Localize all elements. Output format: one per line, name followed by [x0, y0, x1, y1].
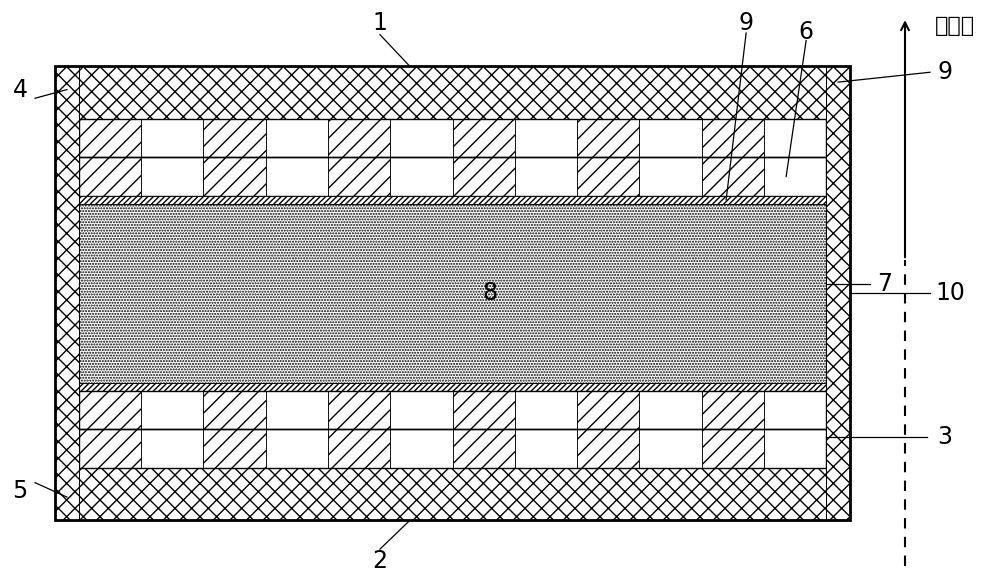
Bar [764, 118, 826, 157]
Text: 对称轴: 对称轴 [935, 16, 975, 36]
Bar [79, 204, 826, 383]
Bar [826, 66, 850, 520]
Bar [79, 391, 826, 429]
Bar [702, 429, 764, 468]
Bar [79, 429, 826, 468]
Bar [639, 118, 702, 157]
Bar [452, 157, 515, 196]
Bar [639, 157, 702, 196]
Bar [141, 157, 203, 196]
Bar [328, 429, 390, 468]
Bar [79, 118, 826, 157]
Text: 3: 3 [938, 425, 953, 449]
Bar [702, 391, 764, 429]
Bar [266, 429, 328, 468]
Bar [328, 118, 390, 157]
Bar [203, 157, 266, 196]
Bar [266, 157, 328, 196]
Bar [55, 468, 850, 520]
Bar [79, 196, 826, 204]
Bar [203, 429, 266, 468]
Text: 2: 2 [372, 549, 388, 573]
Bar [764, 391, 826, 429]
Bar [141, 429, 203, 468]
Bar [266, 118, 328, 157]
Bar [764, 429, 826, 468]
Bar [203, 391, 266, 429]
Bar [79, 157, 826, 196]
Text: 1: 1 [373, 11, 387, 35]
Bar [266, 391, 328, 429]
Bar [79, 157, 141, 196]
Bar [515, 391, 577, 429]
Bar [328, 391, 390, 429]
Bar [79, 383, 826, 391]
Text: 7: 7 [878, 272, 893, 297]
Text: 5: 5 [12, 479, 28, 503]
Bar [452, 391, 515, 429]
Bar [452, 118, 515, 157]
Bar [577, 118, 639, 157]
Bar [702, 118, 764, 157]
Text: 9: 9 [739, 11, 754, 35]
Bar [390, 157, 453, 196]
Bar [577, 391, 639, 429]
Bar [79, 118, 141, 157]
Text: 10: 10 [935, 281, 965, 305]
Bar [141, 118, 203, 157]
Bar [79, 429, 141, 468]
Bar [203, 118, 266, 157]
Text: 6: 6 [799, 20, 814, 44]
Bar [639, 391, 702, 429]
Bar [515, 429, 577, 468]
Bar [55, 66, 79, 520]
Text: 4: 4 [12, 77, 27, 102]
Bar [515, 118, 577, 157]
Bar [577, 157, 639, 196]
Text: 8: 8 [482, 281, 497, 305]
Bar [55, 66, 850, 118]
Bar [390, 391, 453, 429]
Bar [328, 157, 390, 196]
Bar [452, 429, 515, 468]
Bar [639, 429, 702, 468]
Bar [764, 157, 826, 196]
Text: 9: 9 [938, 60, 953, 84]
Bar [702, 157, 764, 196]
Bar [55, 66, 850, 520]
Bar [141, 391, 203, 429]
Bar [515, 157, 577, 196]
Bar [79, 391, 141, 429]
Bar [390, 118, 453, 157]
Bar [390, 429, 453, 468]
Bar [577, 429, 639, 468]
